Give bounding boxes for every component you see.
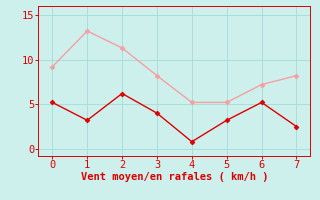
X-axis label: Vent moyen/en rafales ( km/h ): Vent moyen/en rafales ( km/h ) — [81, 172, 268, 182]
